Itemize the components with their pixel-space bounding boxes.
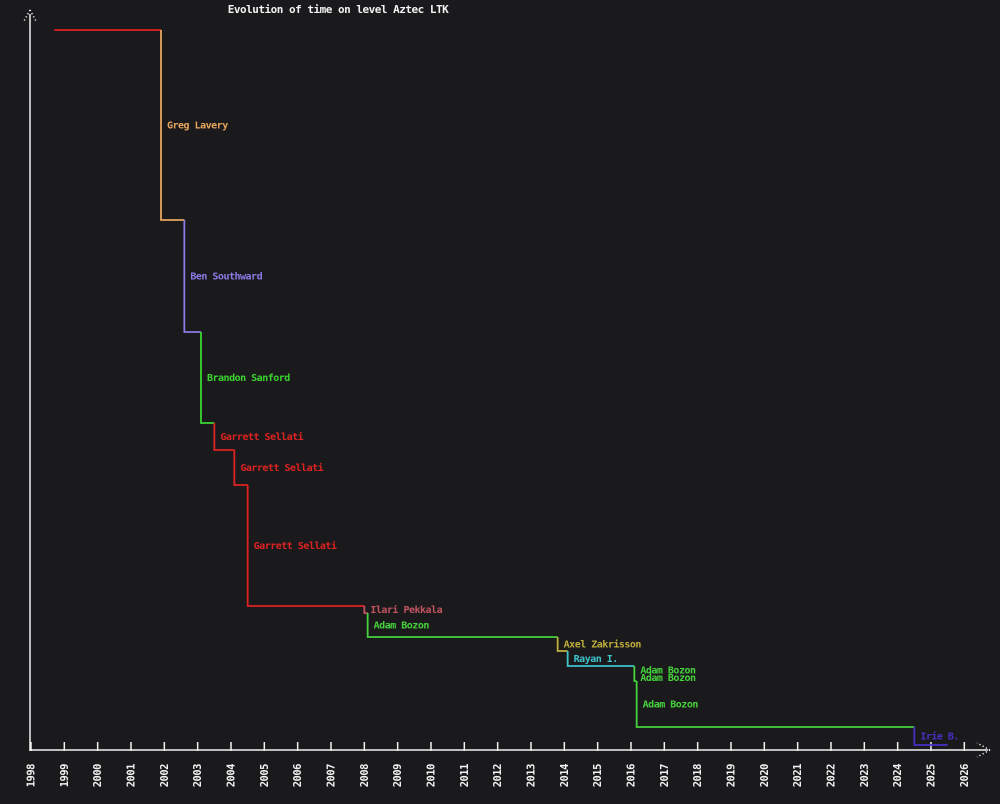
- x-tick-label: 2014: [559, 764, 571, 787]
- record-segment: [366, 613, 558, 638]
- x-tick-label: 2025: [925, 764, 937, 787]
- record-label: Garrett Sellati: [240, 462, 323, 474]
- x-tick-label: 2026: [959, 764, 971, 787]
- record-label: Adam Bozon: [640, 666, 696, 677]
- x-tick-label: 2016: [625, 764, 637, 787]
- record-segment: [566, 651, 635, 667]
- x-tick-label: 2024: [892, 764, 904, 787]
- x-tick-label: 2011: [459, 764, 471, 787]
- record-label: Garrett Sellati: [254, 540, 337, 552]
- record-segment: [556, 637, 568, 652]
- x-tick-label: 2008: [359, 764, 371, 787]
- x-tick-label: 2004: [225, 764, 237, 787]
- x-tick-label: 1999: [59, 764, 71, 787]
- record-label: Ilari Pekkala: [370, 604, 442, 616]
- x-tick-label: 2000: [92, 764, 104, 787]
- record-segment: [913, 727, 948, 746]
- x-tick-label: 2023: [859, 764, 871, 787]
- record-label: Axel Zakrisson: [564, 639, 642, 651]
- record-label: Irie B.: [920, 731, 959, 743]
- record-segment: [213, 423, 235, 451]
- x-tick-label: 2021: [792, 764, 804, 787]
- x-tick-label: 2006: [292, 764, 304, 787]
- x-tick-label: 2019: [725, 764, 737, 787]
- x-tick-label: 2020: [759, 764, 771, 787]
- record-label: Garrett Sellati: [220, 431, 303, 443]
- record-segment: [200, 332, 215, 424]
- x-tick-label: 2009: [392, 764, 404, 787]
- x-tick-label: 2012: [492, 764, 504, 787]
- x-axis-arrow-icon: [976, 742, 991, 758]
- x-tick-label: 1998: [26, 764, 38, 787]
- record-segment: [246, 485, 365, 607]
- record-label: Ben Southward: [190, 272, 262, 283]
- record-segment: [183, 220, 201, 333]
- x-tick-label: 2010: [425, 764, 437, 787]
- x-tick-label: 2017: [659, 764, 671, 787]
- record-segment: [160, 30, 185, 221]
- record-label: Adam Bozon: [374, 621, 430, 632]
- x-tick-label: 2018: [692, 764, 704, 787]
- record-label: Greg Lavery: [167, 121, 228, 132]
- record-segment: [633, 674, 637, 682]
- x-tick-label: 2013: [525, 764, 537, 787]
- record-segment: [635, 681, 915, 728]
- record-label: Brandon Sanford: [207, 373, 290, 384]
- record-segment: [363, 606, 368, 614]
- chart-title: Evolution of time on level Aztec LTK: [227, 3, 449, 16]
- x-tick-label: 2001: [125, 764, 137, 787]
- x-tick-label: 2003: [192, 764, 204, 787]
- x-tick-label: 2015: [592, 764, 604, 787]
- record-label: Rayan I.: [574, 654, 618, 665]
- record-label: Adam Bozon: [640, 673, 696, 684]
- x-tick-label: 2022: [825, 764, 837, 787]
- record-label: Adam Bozon: [643, 700, 699, 711]
- record-segment: [233, 450, 248, 486]
- x-tick-label: 2005: [259, 764, 271, 787]
- x-tick-label: 2002: [159, 764, 171, 787]
- x-tick-label: 2007: [325, 764, 337, 787]
